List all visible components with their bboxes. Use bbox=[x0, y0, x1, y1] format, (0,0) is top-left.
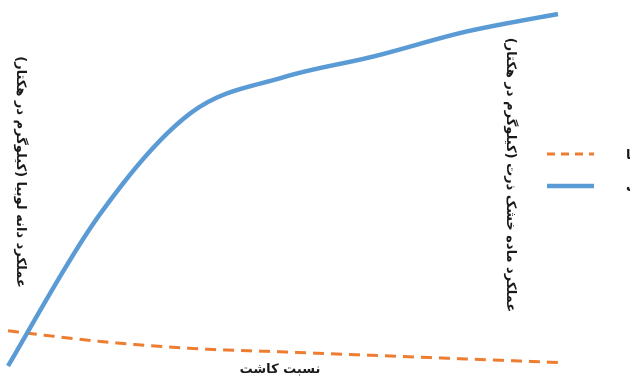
legend: لوبیا ذرت bbox=[547, 148, 630, 195]
y-axis-right-label: عملکرد ماده خشک ذرت (کیلوگرم در هکتار) bbox=[503, 38, 519, 313]
series-line-1 bbox=[7, 329, 559, 364]
legend-label-2: ذرت bbox=[626, 180, 630, 195]
plot-area bbox=[6, 11, 559, 368]
x-axis-label: نسبت کاشت bbox=[240, 362, 321, 377]
series-line-2 bbox=[6, 11, 559, 368]
legend-label-1: لوبیا bbox=[626, 148, 630, 163]
y-axis-left-label: عملکرد دانه لوبیا (کیلوگرم در هکتار) bbox=[13, 56, 29, 288]
